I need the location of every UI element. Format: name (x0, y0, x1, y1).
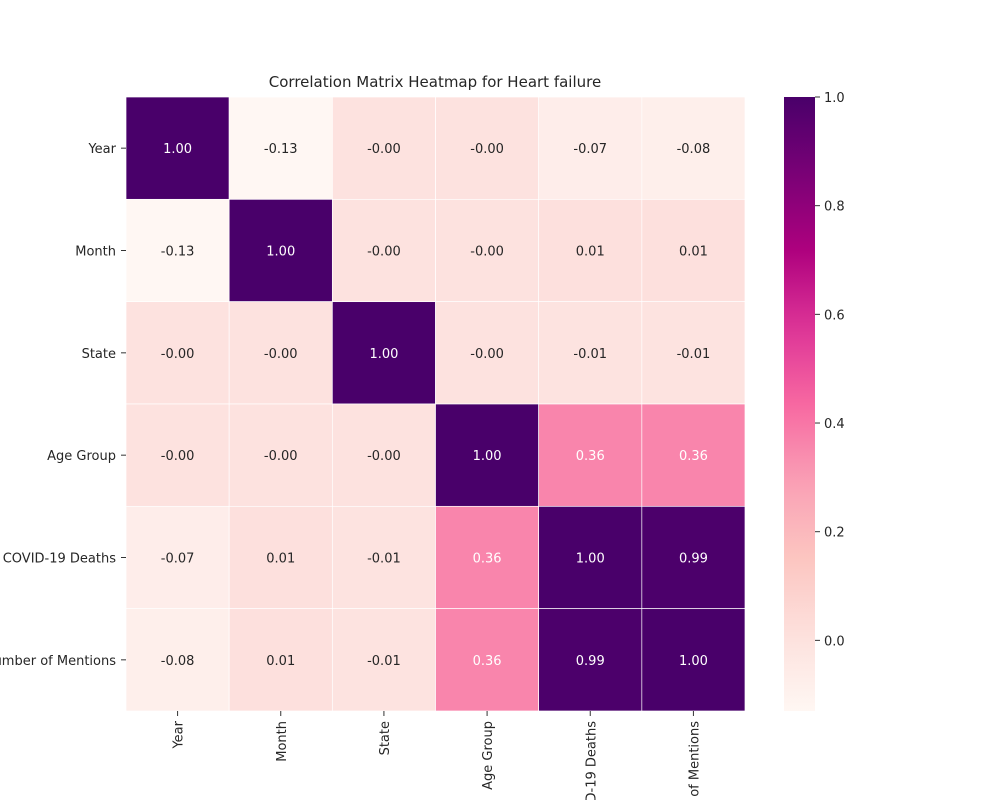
heatmap-cell (125, 198, 230, 303)
cell-label: 0.36 (473, 654, 502, 669)
y-tick-label: COVID-19 Deaths (3, 552, 116, 567)
cell-label: 1.00 (163, 142, 192, 157)
cell-label: 0.99 (679, 552, 708, 567)
x-tick-label: COVID-19 Deaths (584, 721, 599, 800)
cell-label: -0.01 (677, 347, 711, 362)
y-tick-label: Month (75, 245, 116, 260)
heatmap-cell (228, 301, 333, 405)
heatmap-cell (125, 608, 230, 712)
heatmap-cell (435, 608, 540, 712)
heatmap-cell (435, 198, 540, 303)
heatmap-cell (641, 403, 746, 507)
cell-label: -0.01 (367, 552, 401, 567)
chart-title: Correlation Matrix Heatmap for Heart fai… (269, 73, 601, 91)
heatmap-cell (538, 505, 643, 610)
cell-label: -0.00 (161, 347, 195, 362)
cell-label: 0.99 (576, 654, 605, 669)
x-tick-label: Number of Mentions (687, 721, 702, 800)
x-tick-label: Month (275, 721, 290, 762)
cell-label: -0.00 (367, 142, 401, 157)
cell-label: -0.00 (264, 449, 298, 464)
y-tick-label: State (82, 347, 116, 362)
colorbar-tick-label: 0.2 (824, 526, 845, 541)
cell-label: -0.00 (470, 245, 504, 260)
cell-label: -0.00 (161, 449, 195, 464)
cell-label: 0.01 (576, 245, 605, 260)
heatmap-cell (125, 403, 230, 507)
heatmap-cell (331, 403, 436, 507)
cell-label: 0.36 (679, 449, 708, 464)
heatmap-cell (538, 301, 643, 405)
cell-label: -0.01 (573, 347, 607, 362)
heatmap-cell (538, 403, 643, 507)
heatmap-cell (228, 403, 333, 507)
cell-label: 0.01 (266, 552, 295, 567)
cell-label: -0.07 (573, 142, 607, 157)
heatmap-cell (331, 96, 436, 200)
cell-label: 0.36 (576, 449, 605, 464)
cell-label: 0.36 (473, 552, 502, 567)
colorbar-tick-label: 0.6 (824, 308, 845, 323)
cell-label: -0.13 (264, 142, 298, 157)
heatmap-cell (435, 301, 540, 405)
x-tick-label: State (378, 721, 393, 755)
cell-label: -0.08 (161, 654, 195, 669)
cell-label: -0.00 (470, 142, 504, 157)
heatmap-cell (331, 301, 436, 405)
x-tick-label: Year (172, 720, 187, 749)
cell-label: -0.00 (367, 449, 401, 464)
cell-label: 1.00 (369, 347, 398, 362)
cell-label: -0.00 (470, 347, 504, 362)
heatmap-cell (228, 198, 333, 303)
heatmap-cell (641, 301, 746, 405)
heatmap-cell (538, 96, 643, 200)
heatmap-cell (125, 96, 230, 200)
heatmap-cell (641, 505, 746, 610)
heatmap-cell (125, 505, 230, 610)
x-tick-label: Age Group (481, 721, 496, 790)
cell-label: 1.00 (266, 245, 295, 260)
cell-label: 0.01 (679, 245, 708, 260)
heatmap-cell (435, 96, 540, 200)
cell-label: -0.00 (367, 245, 401, 260)
cell-label: 1.00 (473, 449, 502, 464)
cell-label: 1.00 (679, 654, 708, 669)
heatmap-cell (331, 505, 436, 610)
heatmap-cell (435, 505, 540, 610)
cell-label: 1.00 (576, 552, 605, 567)
y-tick-label: Year (87, 142, 116, 157)
y-tick-label: Age Group (47, 449, 116, 464)
heatmap-cell (125, 301, 230, 405)
heatmap-cell (641, 198, 746, 303)
heatmap-cell (435, 403, 540, 507)
cell-label: -0.07 (161, 552, 195, 567)
heatmap-cell (228, 96, 333, 200)
heatmap-cell (641, 96, 746, 200)
heatmap-cell (641, 608, 746, 712)
colorbar-tick-label: 0.4 (824, 417, 845, 432)
heatmap-cell (538, 608, 643, 712)
cell-label: -0.08 (677, 142, 711, 157)
colorbar-tick-label: 1.0 (824, 91, 845, 106)
colorbar (784, 97, 815, 711)
cell-label: -0.00 (264, 347, 298, 362)
colorbar-tick-label: 0.0 (824, 634, 845, 649)
cell-label: 0.01 (266, 654, 295, 669)
cell-label: -0.13 (161, 245, 195, 260)
cell-label: -0.01 (367, 654, 401, 669)
colorbar-tick-label: 0.8 (824, 200, 845, 215)
y-tick-label: Number of Mentions (0, 654, 116, 669)
